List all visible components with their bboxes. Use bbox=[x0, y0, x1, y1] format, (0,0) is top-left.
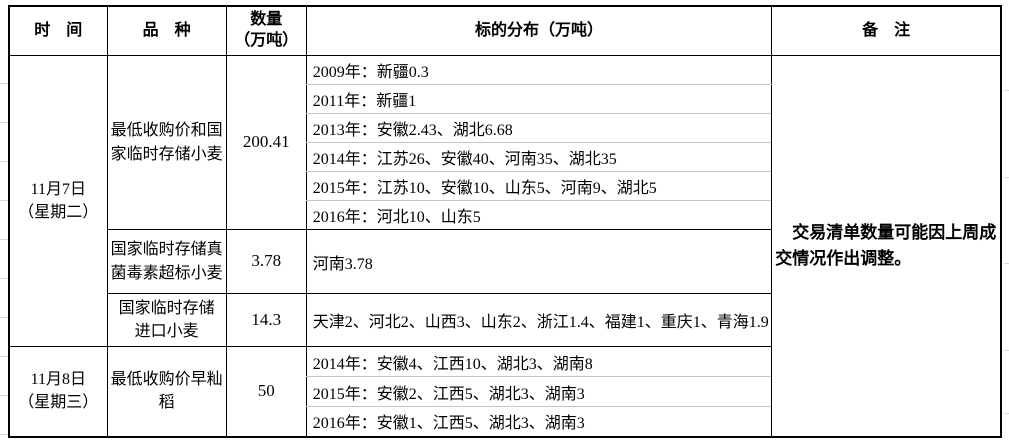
table-row: 2014年：江苏26、安徽40、河南35、湖北35 bbox=[9, 142, 1001, 172]
distribution-cell-wheat-2013: 2013年：安徽2.43、湖北6.68 bbox=[305, 113, 772, 143]
auction-schedule-table: 时 间 品 种 数量 （万吨） 标的分布（万吨） 备 注 11月7日 （星期二）… bbox=[8, 5, 1002, 438]
distribution-cell-wheat-2009: 2009年：新疆0.3 bbox=[305, 55, 772, 85]
col-header-remarks: 备 注 bbox=[771, 6, 1001, 56]
time-cell-nov8: 11月8日 （星期三） bbox=[8, 346, 108, 437]
quantity-cell-toxin-wheat: 3.78 bbox=[225, 229, 307, 294]
variety-cell-imported-wheat: 国家临时存储 进口小麦 bbox=[106, 293, 227, 347]
col-header-quantity: 数量 （万吨） bbox=[225, 6, 307, 56]
gridline-tick bbox=[0, 122, 8, 123]
table-row: 11月7日 （星期二） 最低收购价和国 家临时存储小麦 200.41 2009年… bbox=[8, 55, 1001, 437]
gridline-tick bbox=[0, 278, 8, 279]
remarks-cell: 交易清单数量可能因上周成交情况作出调整。 bbox=[771, 55, 1001, 437]
table-row: 2013年：安徽2.43、湖北6.68 bbox=[9, 113, 1001, 143]
table-row: 2015年：江苏10、安徽10、山东5、河南9、湖北5 bbox=[9, 171, 1001, 201]
time-cell-nov7: 11月7日 （星期二） bbox=[8, 55, 108, 347]
quantity-cell-imported-wheat: 14.3 bbox=[225, 293, 307, 347]
gridline-tick bbox=[0, 317, 8, 318]
gridline-tick bbox=[1004, 90, 1009, 91]
gridline-tick bbox=[0, 356, 8, 357]
col-header-variety: 品 种 bbox=[106, 6, 227, 56]
table-row: 国家临时存储 进口小麦 14.3 天津2、河北2、山西3、山东2、浙江1.4、福… bbox=[9, 293, 1001, 347]
variety-cell-early-indica-rice: 最低收购价早籼 稻 bbox=[106, 346, 227, 437]
header-row: 时 间 品 种 数量 （万吨） 标的分布（万吨） 备 注 bbox=[8, 6, 1001, 56]
table-row: 2011年：新疆1 bbox=[9, 84, 1001, 114]
variety-cell-minprice-state-wheat: 最低收购价和国 家临时存储小麦 bbox=[106, 55, 227, 230]
distribution-cell-wheat-2015: 2015年：江苏10、安徽10、山东5、河南9、湖北5 bbox=[305, 171, 772, 201]
distribution-cell-imported-wheat: 天津2、河北2、山西3、山东2、浙江1.4、福建1、重庆1、青海1.9 bbox=[305, 293, 772, 347]
quantity-cell-minprice-state-wheat: 200.41 bbox=[225, 55, 307, 230]
distribution-cell-rice-2016: 2016年：安徽1、江西5、湖北3、湖南3 bbox=[305, 406, 772, 437]
distribution-cell-wheat-2016: 2016年：河北10、山东5 bbox=[305, 200, 772, 230]
quantity-cell-early-indica-rice: 50 bbox=[225, 346, 307, 437]
col-header-time: 时 间 bbox=[8, 6, 108, 56]
table-row: 2016年：河北10、山东5 bbox=[9, 200, 1001, 230]
gridline-tick bbox=[0, 434, 8, 435]
gridline-tick bbox=[0, 200, 8, 201]
distribution-cell-rice-2014: 2014年：安徽4、江西10、湖北3、湖南8 bbox=[305, 346, 772, 377]
distribution-cell-toxin-wheat: 河南3.78 bbox=[305, 229, 772, 294]
gridline-tick bbox=[1004, 177, 1009, 178]
gridline-tick bbox=[0, 161, 8, 162]
gridline-tick bbox=[0, 395, 8, 396]
table-row: 国家临时存储真 菌毒素超标小麦 3.78 河南3.78 bbox=[9, 229, 1001, 294]
gridline-tick bbox=[1004, 263, 1009, 264]
table-row: 2015年：安徽2、江西5、湖北3、湖南3 bbox=[9, 376, 1001, 407]
gridline-tick bbox=[0, 83, 8, 84]
table-row: 11月8日 （星期三） 最低收购价早籼 稻 50 2014年：安徽4、江西10、… bbox=[8, 346, 1001, 437]
table-row: 2016年：安徽1、江西5、湖北3、湖南3 bbox=[9, 406, 1001, 437]
col-header-distribution: 标的分布（万吨） bbox=[305, 6, 772, 56]
gridline-tick bbox=[0, 239, 8, 240]
gridline-tick bbox=[1004, 413, 1009, 414]
remarks-text: 交易清单数量可能因上周成交情况作出调整。 bbox=[775, 223, 997, 268]
distribution-cell-wheat-2011: 2011年：新疆1 bbox=[305, 84, 772, 114]
distribution-cell-wheat-2014: 2014年：江苏26、安徽40、河南35、湖北35 bbox=[305, 142, 772, 172]
distribution-cell-rice-2015: 2015年：安徽2、江西5、湖北3、湖南3 bbox=[305, 376, 772, 407]
gridline-tick bbox=[1004, 350, 1009, 351]
variety-cell-toxin-wheat: 国家临时存储真 菌毒素超标小麦 bbox=[106, 229, 227, 294]
